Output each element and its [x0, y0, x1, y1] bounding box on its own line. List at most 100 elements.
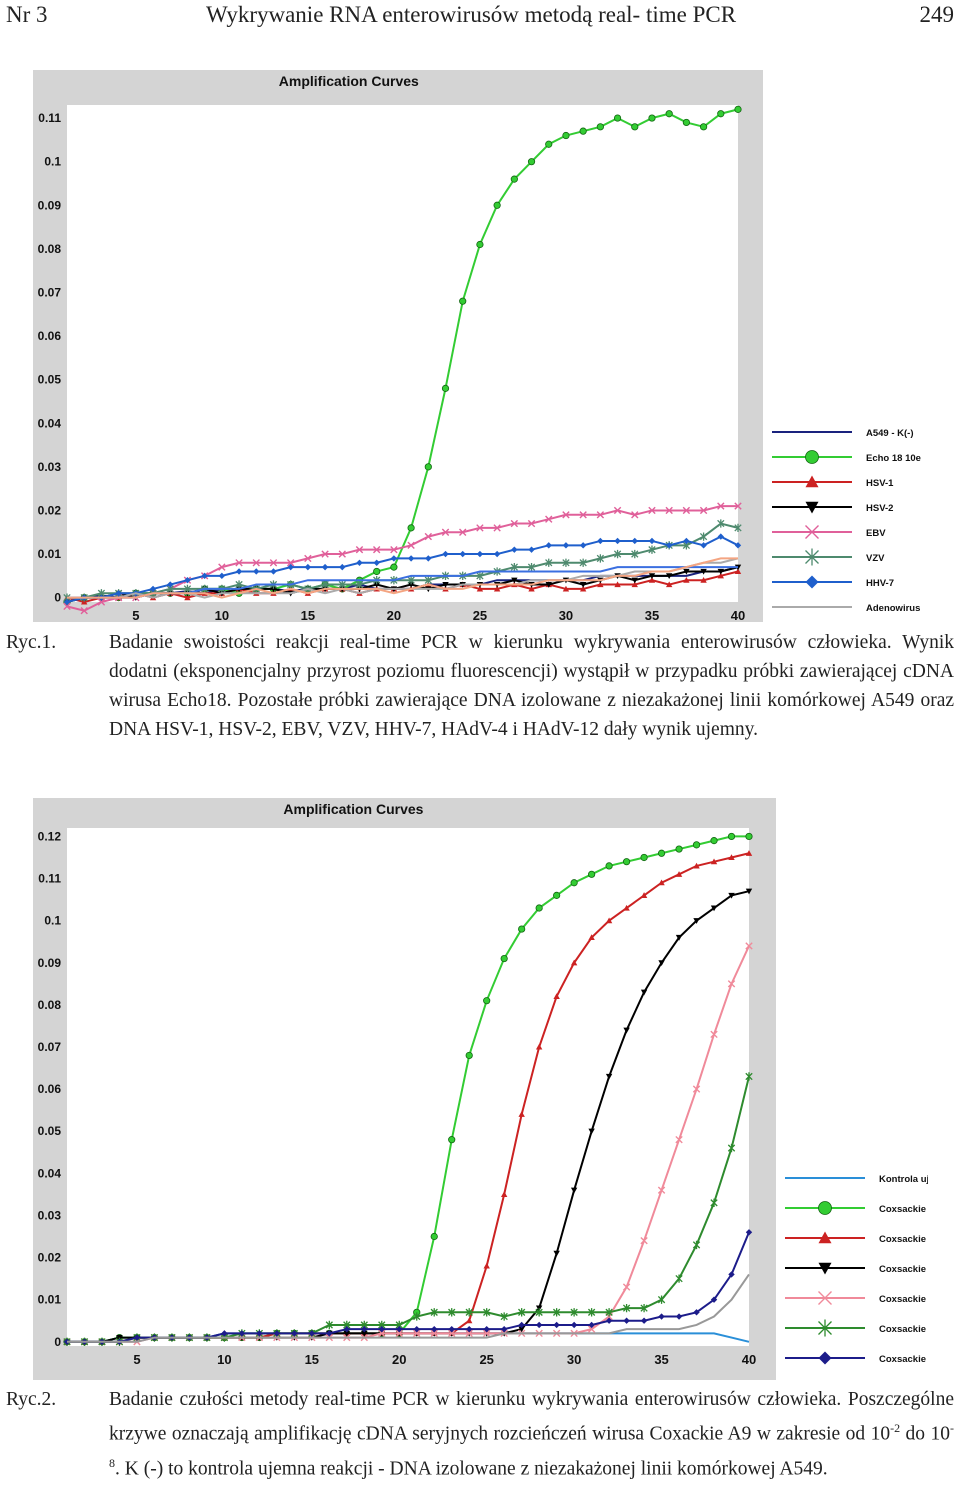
data-point — [692, 1240, 701, 1250]
data-point — [579, 558, 587, 567]
data-point — [252, 559, 260, 567]
data-point — [605, 1073, 613, 1080]
data-point — [325, 1320, 333, 1330]
data-point — [167, 581, 174, 588]
data-point — [527, 562, 536, 572]
data-point — [413, 1325, 420, 1333]
x-tick-label: 10 — [217, 1352, 231, 1367]
data-point — [613, 549, 622, 559]
data-point — [424, 463, 432, 471]
data-point — [238, 1330, 246, 1337]
x-tick-label: 15 — [305, 1352, 319, 1367]
data-point — [407, 541, 415, 550]
x-tick-label: 35 — [645, 608, 659, 622]
data-point — [431, 1325, 438, 1333]
data-point — [430, 1329, 438, 1338]
data-point — [97, 598, 106, 606]
y-tick-label: 0.08 — [38, 242, 62, 256]
data-point — [321, 550, 329, 558]
data-point — [605, 917, 613, 924]
data-point — [605, 1308, 613, 1317]
series-line — [67, 557, 738, 599]
data-point — [448, 1325, 455, 1333]
data-point — [338, 580, 346, 589]
data-point — [734, 542, 742, 549]
data-point — [286, 559, 295, 567]
data-point — [304, 554, 312, 563]
data-point — [648, 573, 656, 580]
legend-marker — [805, 450, 819, 464]
data-point — [482, 1329, 491, 1338]
data-point — [63, 598, 71, 606]
series-line — [66, 505, 738, 612]
data-point — [640, 892, 648, 898]
data-point — [734, 502, 742, 510]
data-point — [562, 131, 570, 140]
data-point — [493, 524, 501, 532]
data-point — [545, 582, 552, 588]
data-point — [518, 925, 526, 933]
data-point — [700, 568, 707, 575]
data-point — [372, 545, 381, 554]
data-point — [693, 1309, 700, 1316]
data-point — [459, 297, 467, 305]
data-point — [476, 524, 484, 532]
data-point — [483, 997, 491, 1005]
y-tick-label: 0.02 — [38, 1251, 62, 1265]
y-tick-label: 0.09 — [38, 198, 62, 212]
data-point — [665, 581, 673, 588]
data-point — [648, 114, 656, 122]
data-point — [631, 511, 639, 519]
data-point — [588, 1128, 595, 1135]
data-point — [728, 854, 735, 861]
data-point — [256, 1330, 263, 1337]
y-tick-label: 0.08 — [38, 998, 62, 1012]
data-point — [483, 1325, 490, 1333]
data-point — [339, 563, 346, 571]
data-point — [149, 585, 157, 593]
data-point — [693, 918, 700, 924]
legend-label: Coxsackie 9 1 — [879, 1264, 928, 1275]
data-point — [640, 989, 648, 996]
plot-area — [67, 828, 749, 1346]
data-point — [221, 1330, 228, 1337]
data-point — [597, 581, 604, 588]
y-tick-label: 0.11 — [38, 111, 61, 125]
data-point — [465, 1308, 473, 1317]
y-tick-label: 0.05 — [38, 373, 62, 387]
figure-2-label: Ryc.2. — [6, 1389, 57, 1410]
data-point — [476, 571, 484, 581]
y-tick-label: 0.04 — [38, 1166, 62, 1180]
legend-label: Echo 18 10e — [866, 453, 921, 464]
data-point — [493, 201, 501, 209]
data-point — [658, 879, 665, 886]
data-point — [631, 577, 638, 584]
series-line — [67, 1273, 750, 1343]
data-point — [378, 1329, 386, 1338]
data-point — [745, 832, 753, 841]
x-tick-label: 25 — [479, 1352, 493, 1367]
legend-marker — [818, 1262, 832, 1275]
series-9 — [67, 557, 738, 599]
legend-marker — [805, 475, 819, 488]
data-point — [218, 563, 226, 571]
y-tick-label: 0.01 — [38, 547, 62, 561]
data-point — [605, 862, 613, 870]
series-line — [66, 535, 739, 603]
data-point — [613, 114, 622, 122]
data-point — [699, 123, 708, 131]
data-point — [727, 832, 736, 841]
data-point — [466, 1325, 473, 1333]
legend-marker — [818, 1351, 832, 1365]
data-point — [545, 542, 552, 549]
data-point — [623, 1317, 630, 1324]
legend-label: Coxsackie 9 — [879, 1204, 928, 1215]
data-point — [355, 580, 364, 589]
data-point — [717, 519, 725, 528]
data-point — [622, 1283, 631, 1291]
data-point — [717, 572, 724, 579]
data-point — [648, 545, 656, 554]
y-tick-label: 0.1 — [44, 155, 61, 169]
y-tick-label: 0.04 — [38, 416, 62, 430]
y-tick-label: 0.06 — [38, 1082, 62, 1096]
